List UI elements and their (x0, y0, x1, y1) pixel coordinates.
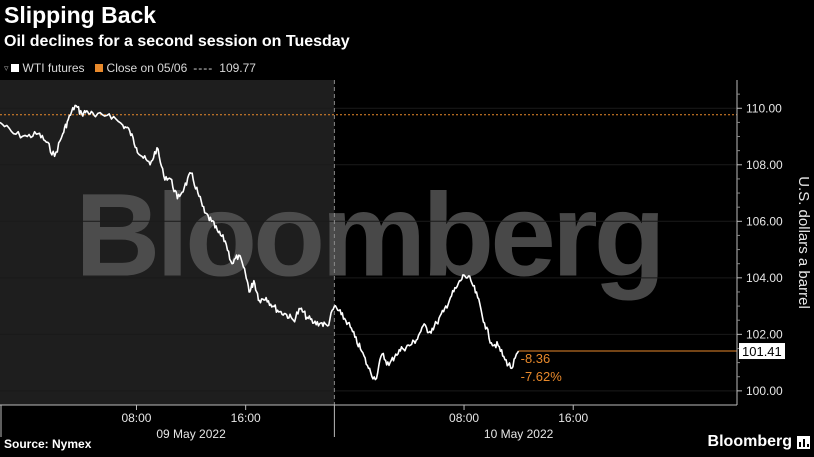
chart-subtitle: Oil declines for a second session on Tue… (4, 33, 350, 50)
legend-item-wti: WTI futures (10, 61, 85, 75)
legend-item-reference: Close on 05/06 ---- 109.77 (94, 61, 256, 75)
x-tick-label: 08:00 (449, 411, 479, 425)
change-pct-annotation: -7.62% (521, 369, 563, 384)
x-ticks: 08:00 16:00 08:00 16:00 09 May 2022 10 May 20… (0, 405, 589, 441)
watermark: Bloomberg (75, 169, 662, 301)
filter-icon: ▿ (4, 62, 9, 73)
x-tick-label: 08:00 (121, 411, 151, 425)
session-shade (0, 80, 335, 405)
y-ticks: 100.00 102.00 104.00 106.00 108.00 110.00 (737, 93, 783, 398)
brand-logo: Bloomberg (708, 433, 810, 451)
change-annotation: -8.36 (521, 351, 551, 366)
y-tick-label: 106.00 (746, 214, 783, 228)
x-date-label: 10 May 2022 (484, 427, 554, 441)
legend-label-reference: Close on 05/06 (106, 61, 188, 75)
y-tick-label: 108.00 (746, 158, 783, 172)
legend: ▿ WTI futures Close on 05/06 ---- 109.77 (4, 61, 266, 75)
legend-swatch-reference (94, 64, 103, 72)
last-value-box (739, 343, 785, 360)
chart-title: Slipping Back (4, 2, 157, 28)
y-tick-label: 104.00 (746, 271, 783, 285)
y-tick-label: 110.00 (746, 101, 782, 115)
last-value-label: 101.41 (742, 344, 782, 359)
grid (0, 107, 737, 392)
legend-swatch-wti (10, 64, 19, 72)
y-axis-label: U.S. dollars a barrel (795, 176, 812, 309)
x-tick-label: 16:00 (231, 411, 261, 425)
source-note: Source: Nymex (4, 437, 92, 451)
x-date-label: 09 May 2022 (156, 427, 226, 441)
x-tick-label: 16:00 (558, 411, 588, 425)
y-tick-label: 100.00 (746, 384, 783, 398)
legend-dash: ---- (193, 61, 214, 75)
brand-text: Bloomberg (707, 433, 792, 450)
series-line-wti (0, 104, 520, 381)
y-tick-label: 102.00 (746, 327, 783, 341)
legend-label-wti: WTI futures (22, 61, 85, 75)
bar-chart-icon (797, 435, 810, 449)
legend-reference-value: 109.77 (219, 61, 256, 75)
